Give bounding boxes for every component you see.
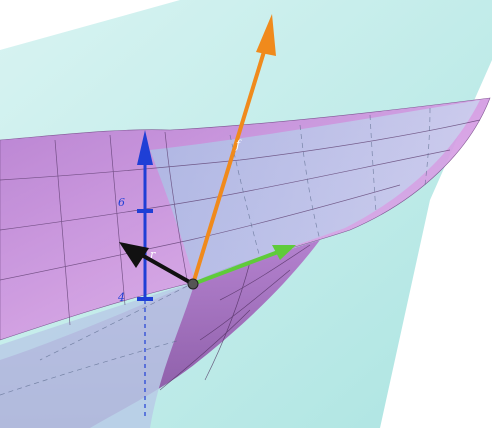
z-axis-arrowhead-icon [137,130,153,165]
z-tick-lower-mark [137,297,153,301]
surface-mesh-lower [159,244,311,391]
green-vector-shaft[interactable] [192,250,279,286]
orange-vector-shaft[interactable] [191,44,268,285]
black-vector-arrowhead-icon [119,242,149,268]
surface-sheet-bottom [0,282,195,428]
tangent-point[interactable] [187,278,199,290]
surface-mesh-dashed [0,107,431,396]
orange-vector-label: f [235,138,242,151]
z-tick-lower-label: 4 [117,291,125,304]
surface-mesh [0,119,481,326]
black-vector-label: r [150,248,156,261]
z-tick-upper-label: 6 [118,196,125,209]
orange-vector-arrowhead-icon [256,14,276,56]
green-vector-arrowhead-icon [272,245,296,260]
black-vector-shaft[interactable] [139,252,194,286]
z-tick-upper-mark [137,209,153,213]
